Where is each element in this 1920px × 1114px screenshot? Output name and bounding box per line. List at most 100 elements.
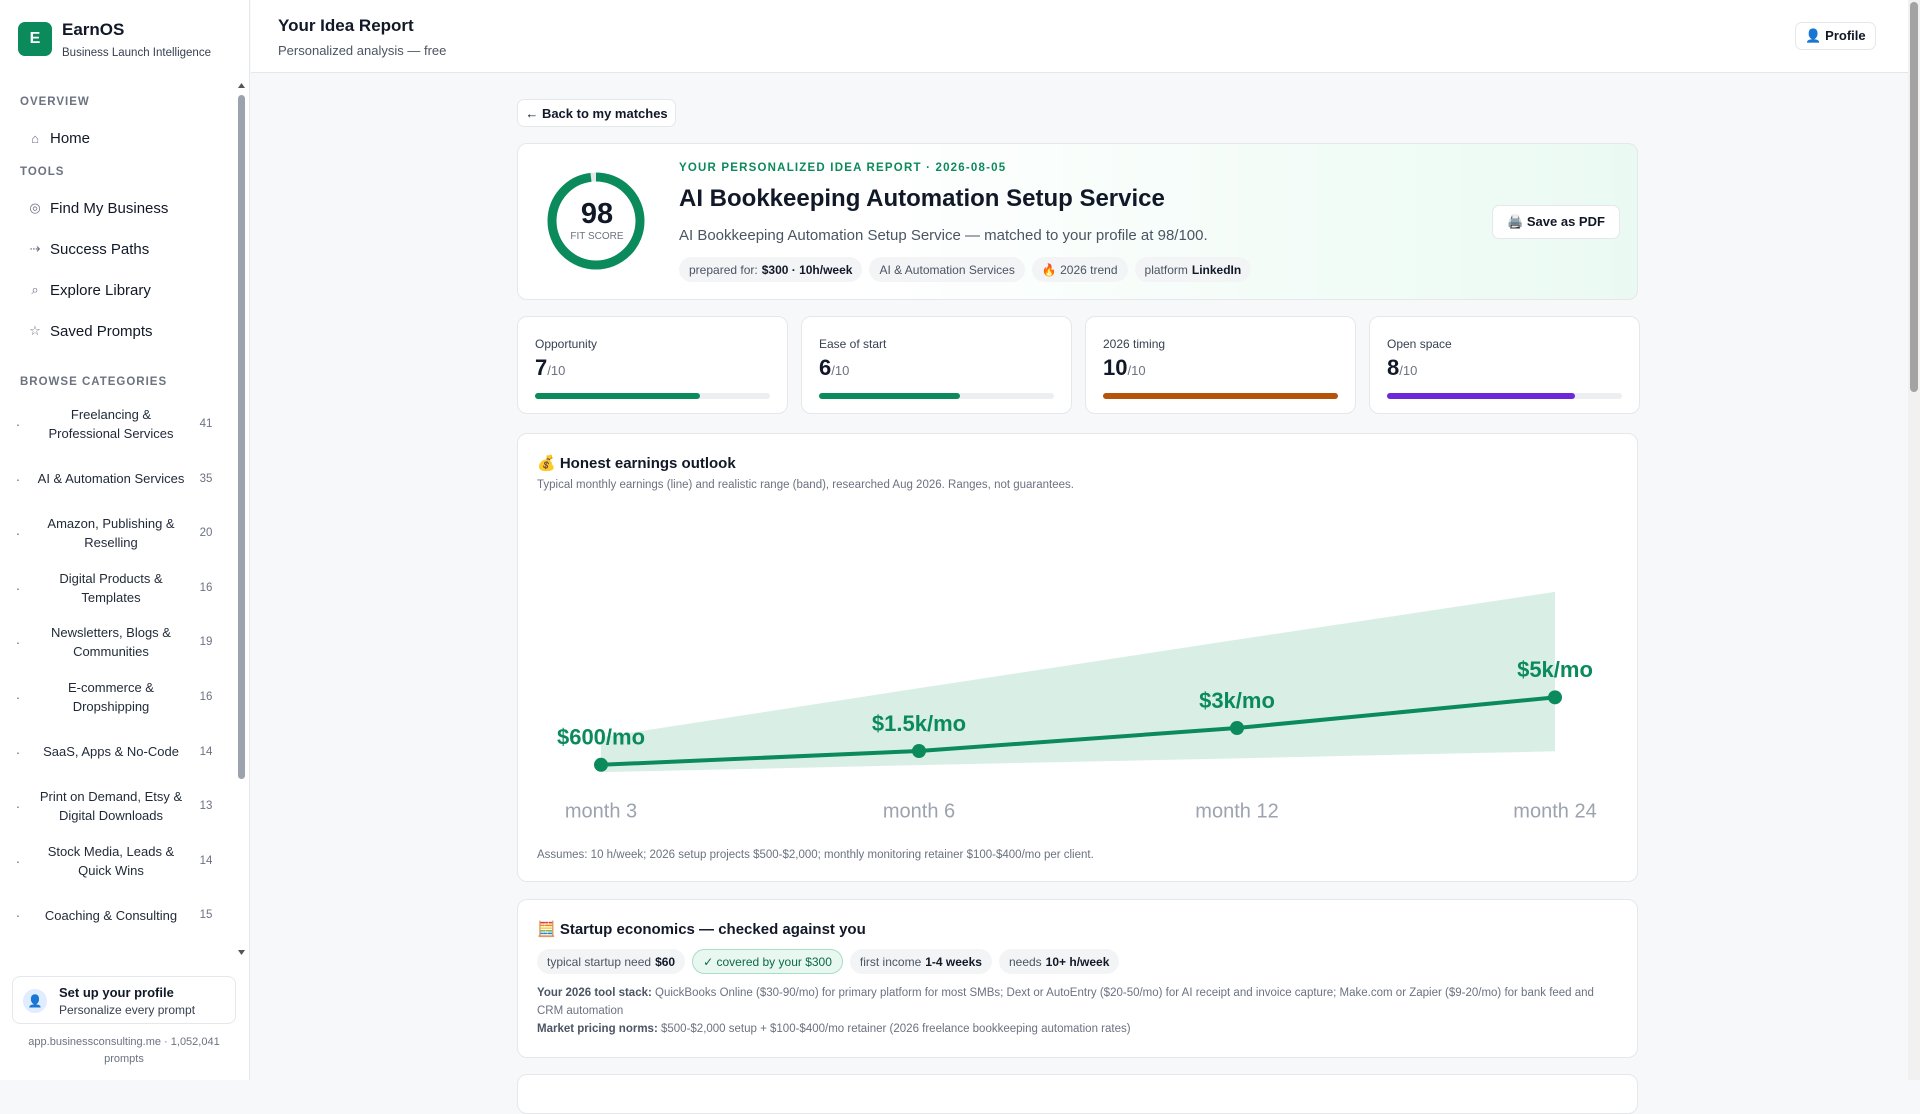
- category-bullet: ·: [15, 470, 21, 487]
- pricing-text: $500-$2,000 setup + $100-$400/mo retaine…: [660, 1023, 1131, 1035]
- value-label: $3k/mo: [1199, 688, 1275, 713]
- score-card: Opportunity 7/10: [517, 316, 788, 414]
- chip: first income 1-4 weeks: [849, 949, 992, 974]
- chip-value: $60: [655, 954, 676, 969]
- nav-item[interactable]: ⌂ Home: [20, 120, 230, 156]
- page-title: Your Idea Report: [278, 16, 414, 35]
- profile-card[interactable]: 👤 Set up your profile Personalize every …: [12, 976, 236, 1024]
- x-tick-label: month 6: [883, 800, 955, 822]
- section-title: BROWSE CATEGORIES: [20, 376, 168, 388]
- score-card: Ease of start 6/10: [801, 316, 1072, 414]
- category-item[interactable]: · Freelancing & Professional Services 41: [0, 397, 236, 451]
- profile-subtitle: Personalize every prompt: [59, 1003, 196, 1017]
- nav-item[interactable]: ⇢ Success Paths: [20, 231, 230, 267]
- category-item[interactable]: ·Social Media & Creator: [0, 943, 236, 961]
- economics-title: 🧮 Startup economics — checked against yo…: [537, 921, 866, 938]
- category-count: 16: [199, 691, 213, 703]
- scroll-up[interactable]: [238, 83, 245, 88]
- nav-item[interactable]: ☆ Saved Prompts: [20, 313, 230, 349]
- score-bar: [1387, 393, 1575, 399]
- fit-label: FIT SCORE: [570, 231, 624, 242]
- nav-label: Find My Business: [50, 199, 169, 217]
- category-item[interactable]: · Print on Demand, Etsy & Digital Downloa…: [0, 779, 236, 833]
- category-name: Freelancing & Professional Services: [48, 407, 174, 441]
- report-description: AI Bookkeeping Automation Setup Service …: [679, 227, 1208, 244]
- category-item[interactable]: · Newsletters, Blogs & Communities 19: [0, 615, 236, 669]
- chip-label: ✓ covered by your $300: [703, 954, 832, 969]
- economics-chips: typical startup need $60 ✓ covered by your…: [537, 949, 1126, 974]
- category-item[interactable]: · AI & Automation Services 35: [0, 452, 236, 506]
- score-label: Opportunity: [535, 337, 598, 351]
- category-name: Print on Demand, Etsy & Digital Download…: [39, 789, 183, 824]
- scroll-thumb[interactable]: [1910, 2, 1918, 392]
- score-max: /10: [547, 363, 566, 378]
- save-pdf-button[interactable]: 🖨️ Save as PDF: [1492, 205, 1620, 239]
- scroll-down[interactable]: [238, 950, 245, 955]
- logo: E: [18, 22, 52, 56]
- category-item[interactable]: · Coaching & Consulting 15: [0, 888, 236, 942]
- category-bullet: ·: [15, 634, 21, 651]
- chip-label: platform: [1144, 262, 1188, 277]
- earnings-subtitle: Typical monthly earnings (line) and real…: [537, 479, 1074, 491]
- pricing: Market pricing norms: $500-$2,000 setup …: [537, 1023, 1131, 1035]
- category-count: 16: [199, 581, 213, 594]
- category-item[interactable]: · SaaS, Apps & No-Code 14: [0, 725, 236, 779]
- category-name: AI & Automation Services: [37, 471, 185, 487]
- back-button[interactable]: ← Back to my matches: [517, 99, 676, 127]
- value-label: $5k/mo: [1517, 657, 1593, 682]
- category-count: 20: [199, 527, 213, 540]
- report-title: AI Bookkeeping Automation Setup Service: [679, 185, 1165, 212]
- category-item[interactable]: · E-commerce & Dropshipping 16: [0, 670, 236, 724]
- chip: platform LinkedIn: [1134, 257, 1252, 282]
- category-count: 13: [199, 800, 213, 813]
- category-name: Stock Media, Leads & Quick Wins: [47, 843, 175, 878]
- category-name: Amazon, Publishing & Reselling: [47, 516, 175, 551]
- nav-label: Saved Prompts: [50, 322, 153, 340]
- score-value: 8: [1387, 355, 1400, 380]
- nav-icon: ☆: [29, 323, 41, 338]
- nav-item[interactable]: ◎ Find My Business: [20, 190, 230, 226]
- earnings-point: [912, 744, 926, 758]
- profile-button[interactable]: 👤 Profile: [1795, 22, 1876, 50]
- category-bullet: ·: [15, 743, 21, 760]
- score-value-row: 10/10: [1103, 355, 1146, 381]
- nav-icon: ⇢: [29, 241, 41, 256]
- value-label: $1.5k/mo: [872, 711, 966, 736]
- tool-stack: Your 2026 tool stack: QuickBooks Online …: [537, 984, 1617, 1020]
- header: Your Idea Report Personalized analysis —…: [251, 0, 1908, 73]
- category-name: E-commerce & Dropshipping: [68, 680, 154, 714]
- category-item[interactable]: · Stock Media, Leads & Quick Wins 14: [0, 834, 236, 888]
- category-bullet: ·: [15, 907, 21, 924]
- sidebar-scrollbar: [237, 80, 246, 960]
- nav-label: Success Paths: [50, 240, 150, 258]
- nav-item[interactable]: ⌕ Explore Library: [20, 272, 230, 308]
- scroll-track: [238, 83, 245, 955]
- category-count: 35: [199, 472, 213, 485]
- category-item[interactable]: · Amazon, Publishing & Reselling 20: [0, 506, 236, 560]
- score-bar: [819, 393, 960, 399]
- chip: 🔥 2026 trend: [1031, 257, 1128, 282]
- category-bullet: ·: [15, 689, 21, 705]
- eyebrow: YOUR PERSONALIZED IDEA REPORT · 2026-08-…: [679, 162, 1007, 174]
- chip-label: first income: [859, 954, 922, 969]
- category-count: 14: [199, 745, 213, 758]
- next-card: [517, 1074, 1638, 1114]
- section-title: OVERVIEW: [20, 96, 90, 108]
- chip-label: prepared for:: [689, 262, 758, 277]
- range-band: [601, 591, 1555, 773]
- section-title: TOOLS: [20, 166, 65, 178]
- scroll-thumb[interactable]: [238, 95, 245, 779]
- score-label: Ease of start: [819, 337, 887, 351]
- hero-chips: prepared for: $300 · 10h/week AI & Automat…: [679, 257, 1258, 282]
- score-card: 2026 timing 10/10: [1085, 316, 1356, 414]
- value-label: $600/mo: [557, 725, 645, 750]
- nav-icon: ⌂: [31, 130, 39, 146]
- score-value-row: 6/10: [819, 355, 849, 381]
- score-value: 10: [1103, 355, 1128, 380]
- category-name: Social Media & Creator: [36, 961, 186, 962]
- brand: EarnOS: [62, 20, 125, 39]
- nav-label: Home: [50, 129, 91, 147]
- chip-value: $300 · 10h/week: [761, 262, 853, 277]
- profile-icon: 👤: [23, 989, 47, 1013]
- category-item[interactable]: · Digital Products & Templates 16: [0, 561, 236, 615]
